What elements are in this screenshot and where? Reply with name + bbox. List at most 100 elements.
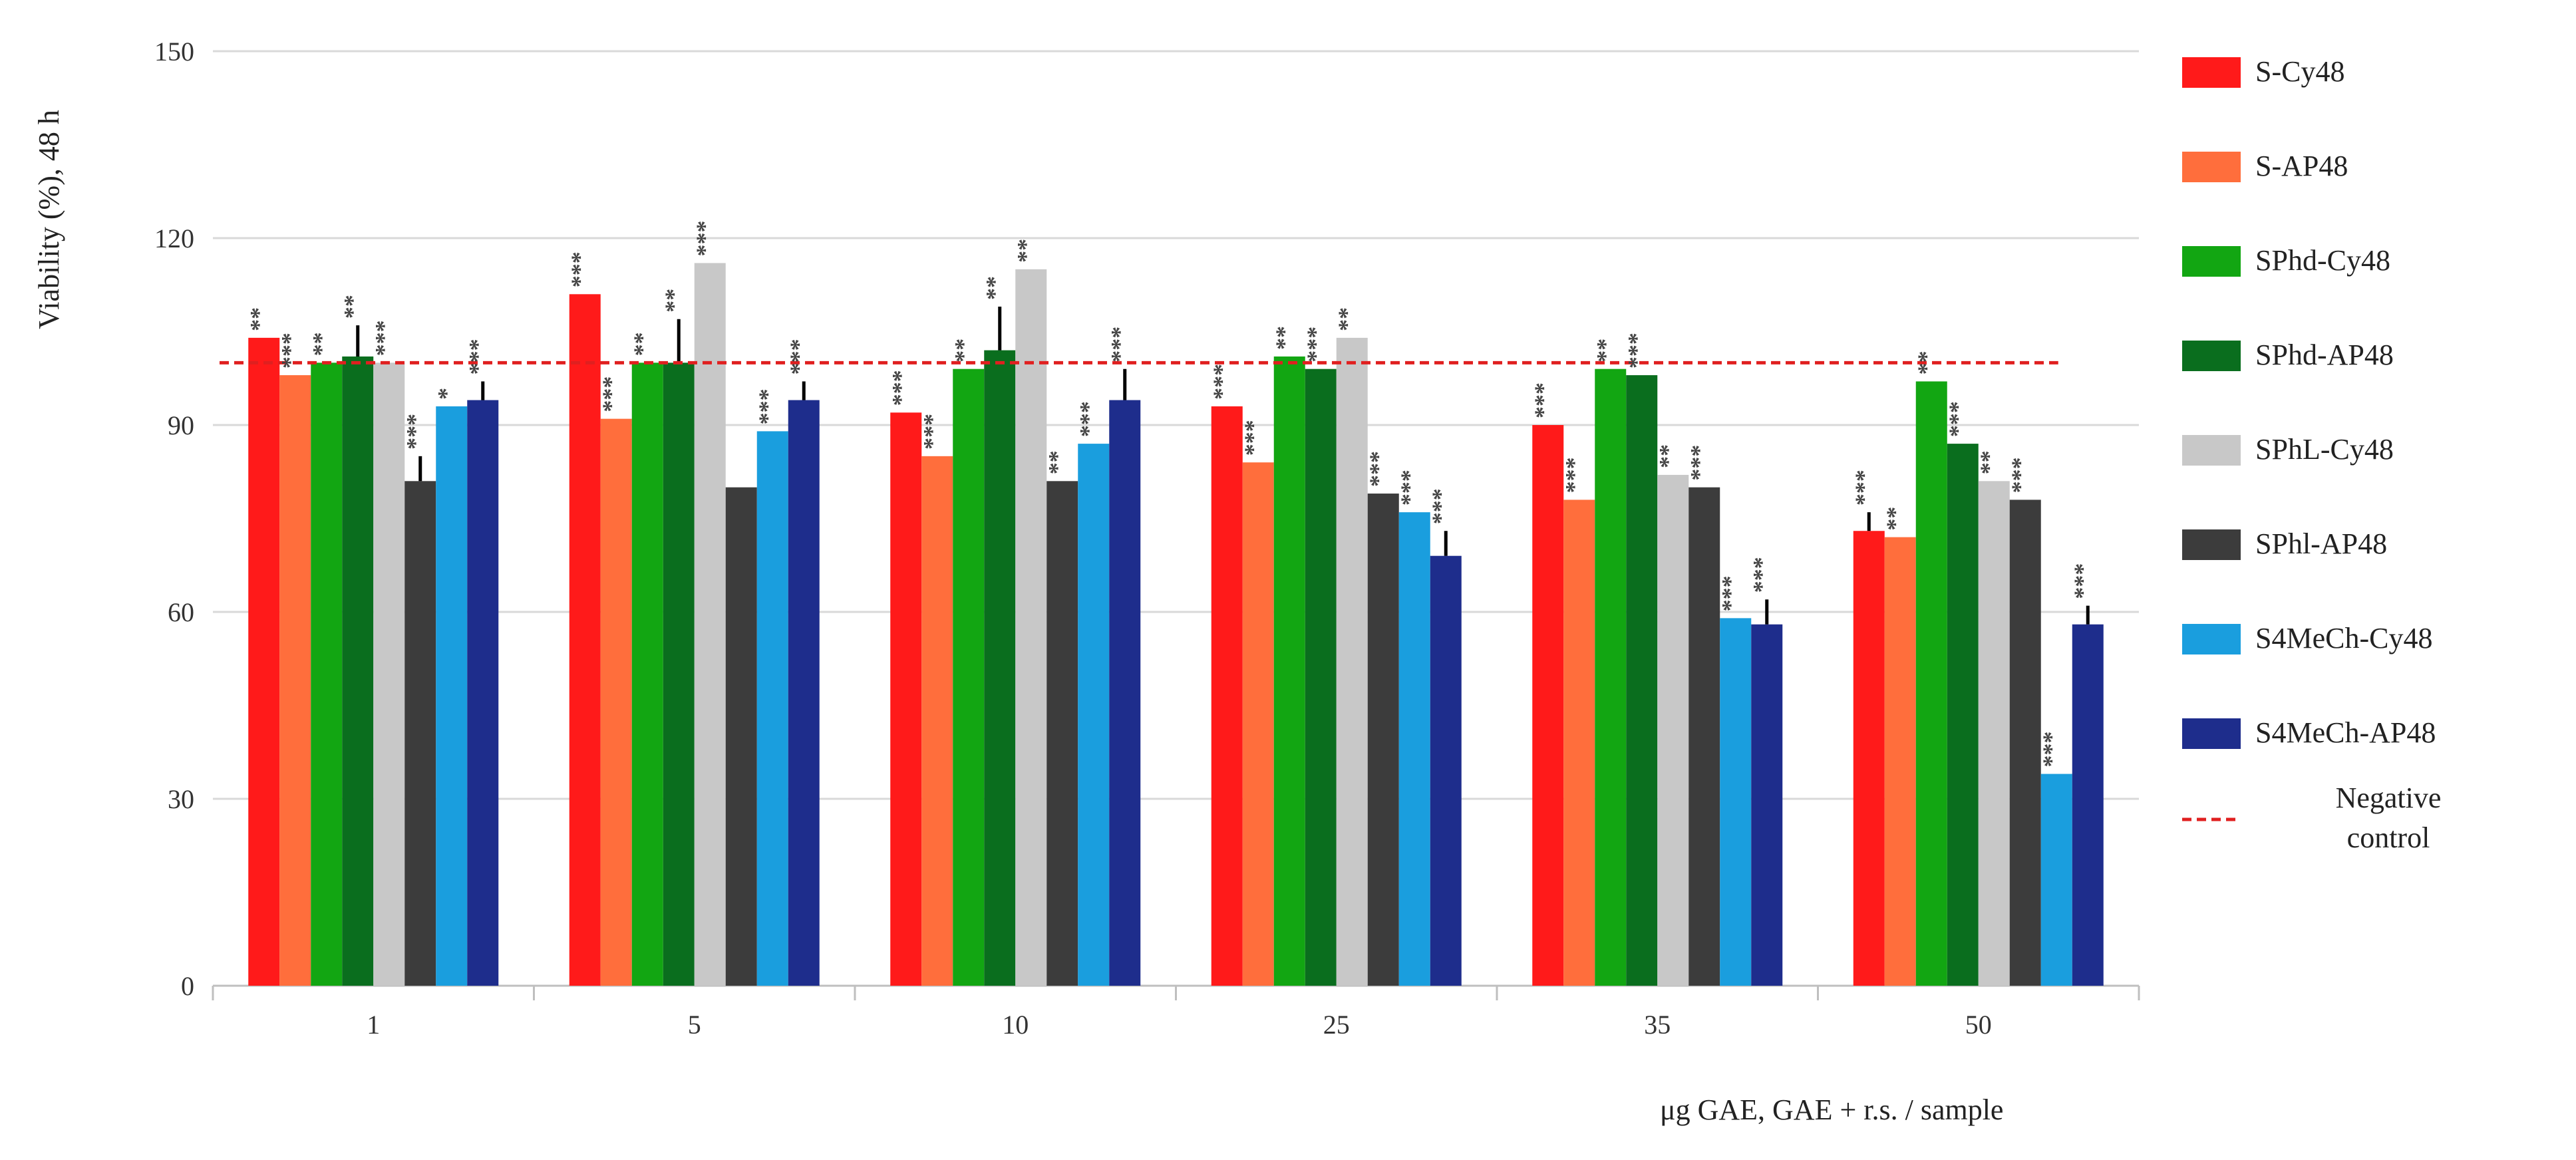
bar bbox=[1046, 481, 1078, 986]
legend-label: SPhd-Cy48 bbox=[2255, 244, 2390, 277]
significance-label: *** bbox=[1686, 445, 1712, 481]
significance-label: *** bbox=[754, 388, 780, 424]
legend-swatch bbox=[2182, 341, 2241, 371]
significance-label: ** bbox=[1975, 450, 2002, 474]
bar bbox=[1689, 487, 1720, 986]
bar bbox=[694, 263, 726, 986]
significance-label: *** bbox=[785, 339, 812, 374]
significance-label: ** bbox=[1592, 339, 1619, 362]
significance-label: *** bbox=[1239, 420, 1266, 456]
bar bbox=[1398, 512, 1430, 986]
y-tick-label: 120 bbox=[154, 223, 194, 253]
bar bbox=[1751, 624, 1783, 986]
bar bbox=[311, 362, 343, 986]
significance-label: *** bbox=[887, 370, 914, 406]
significance-label: ** bbox=[660, 289, 687, 313]
bars bbox=[248, 263, 2104, 986]
significance-label: ** bbox=[1013, 239, 1039, 263]
significance-label: ** bbox=[950, 339, 977, 362]
y-tick-label: 0 bbox=[181, 971, 194, 1001]
significance-label: *** bbox=[1365, 451, 1391, 487]
bar bbox=[600, 418, 632, 986]
significance-label: *** bbox=[1561, 457, 1587, 493]
significance-label: *** bbox=[597, 376, 624, 412]
legend-label: S4MeCh-Cy48 bbox=[2255, 622, 2432, 654]
bar bbox=[725, 487, 757, 986]
bar bbox=[248, 337, 280, 986]
legend-label: S-AP48 bbox=[2255, 150, 2348, 182]
bar bbox=[2009, 500, 2041, 986]
significance-label: *** bbox=[1944, 401, 1971, 437]
bar bbox=[663, 362, 695, 986]
significance-label: *** bbox=[1623, 333, 1650, 368]
bar bbox=[1273, 356, 1305, 986]
bar bbox=[2072, 624, 2104, 986]
significance-label: *** bbox=[691, 220, 718, 256]
significance-label: *** bbox=[2038, 732, 2064, 768]
bar bbox=[342, 356, 374, 986]
bar bbox=[1720, 618, 1752, 986]
x-tick-label: 50 bbox=[1965, 1010, 1992, 1040]
bar bbox=[1078, 444, 1110, 986]
bar bbox=[890, 412, 922, 986]
bar bbox=[953, 368, 985, 986]
significance-label: *** bbox=[919, 414, 945, 450]
significance-label: *** bbox=[1850, 470, 1877, 506]
x-axis-title: μg GAE, GAE + r.s. / sample bbox=[1660, 1093, 2003, 1126]
bar bbox=[436, 406, 468, 986]
significance-label: *** bbox=[371, 320, 397, 356]
significance-label: *** bbox=[1106, 327, 1133, 362]
x-tick-label: 5 bbox=[688, 1010, 701, 1040]
significance-label: ** bbox=[981, 276, 1008, 300]
bar bbox=[373, 362, 405, 986]
significance-label: ** bbox=[1655, 444, 1681, 468]
significance-label: *** bbox=[1396, 470, 1422, 506]
significance-label: *** bbox=[2069, 563, 2096, 599]
legend-swatch bbox=[2182, 57, 2241, 88]
legend: S-Cy48 S-AP48 SPhd-Cy48 SPhd-AP48 SPhL-Cy48 S… bbox=[2182, 55, 2441, 854]
significance-label: *** bbox=[1717, 575, 1744, 611]
bar bbox=[921, 456, 953, 986]
bar bbox=[1563, 500, 1595, 986]
x-tick-label: 25 bbox=[1323, 1010, 1350, 1040]
bar bbox=[1884, 537, 1916, 986]
significance-label: *** bbox=[1302, 327, 1329, 362]
bar bbox=[1430, 555, 1462, 986]
bar bbox=[1305, 368, 1337, 986]
significance-label: *** bbox=[402, 414, 428, 450]
significance-label: *** bbox=[566, 251, 593, 287]
grid-lines bbox=[213, 50, 2139, 800]
legend-label: SPhL-Cy48 bbox=[2255, 433, 2394, 466]
bar bbox=[1853, 531, 1885, 986]
legend-swatch bbox=[2182, 529, 2241, 560]
legend-swatch bbox=[2182, 435, 2241, 466]
significance-label: ** bbox=[1044, 450, 1070, 474]
legend-swatch bbox=[2182, 624, 2241, 654]
bar bbox=[1336, 337, 1368, 986]
legend-label: Negative control bbox=[2336, 782, 2442, 854]
significance-label: *** bbox=[1208, 364, 1235, 400]
bar bbox=[1532, 425, 1564, 986]
bar bbox=[279, 375, 311, 986]
axes: 0 30 60 90 120 150 1 5 10 25 35 50 bbox=[154, 37, 2140, 1040]
significance-label: ** bbox=[245, 307, 272, 331]
bar bbox=[1367, 494, 1399, 986]
bar bbox=[1626, 375, 1658, 986]
y-tick-label: 90 bbox=[168, 410, 194, 440]
y-tick-label: 150 bbox=[154, 37, 194, 67]
significance-label: *** bbox=[1530, 382, 1556, 418]
legend-swatch bbox=[2182, 152, 2241, 182]
significance-label: * bbox=[433, 388, 460, 400]
legend-label: S4MeCh-AP48 bbox=[2255, 716, 2436, 749]
legend-label: SPhl-AP48 bbox=[2255, 527, 2387, 560]
y-tick-label: 30 bbox=[168, 784, 194, 814]
x-tick-label: 10 bbox=[1002, 1010, 1029, 1040]
significance-label: *** bbox=[277, 333, 303, 368]
bar bbox=[2040, 774, 2072, 986]
bar bbox=[1657, 474, 1689, 986]
y-tick-label: 60 bbox=[168, 597, 194, 627]
significance-label: *** bbox=[1748, 557, 1775, 593]
significance-labels: ***** ***********************************… bbox=[245, 220, 2096, 767]
y-axis-title: Viability (%), 48 h bbox=[33, 110, 65, 329]
